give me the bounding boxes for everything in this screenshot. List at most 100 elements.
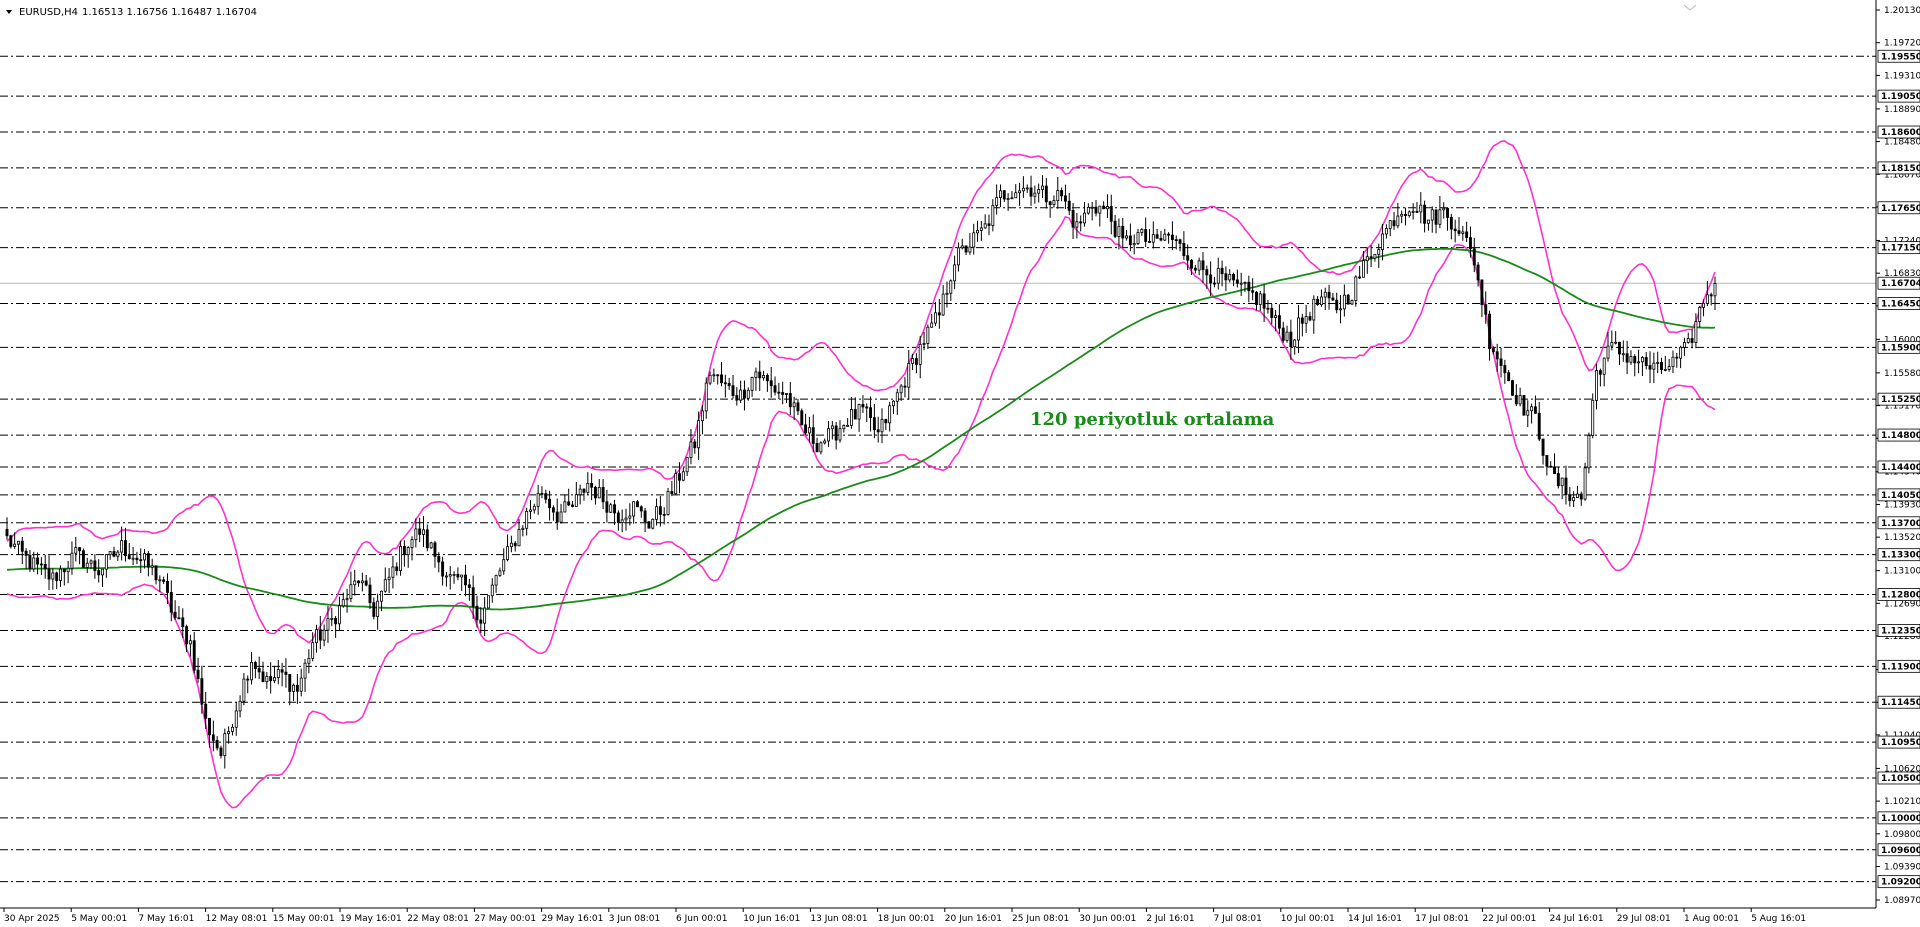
candle	[1362, 251, 1365, 278]
candle	[750, 376, 754, 397]
candle	[349, 571, 353, 603]
candle	[888, 401, 892, 432]
candle	[960, 238, 964, 250]
candle	[135, 551, 139, 565]
candle	[769, 367, 773, 398]
candle	[681, 467, 685, 482]
candle	[59, 565, 62, 587]
dropdown-triangle-icon[interactable]	[6, 10, 12, 14]
candle	[609, 502, 613, 513]
candle	[1331, 292, 1335, 301]
candle	[1629, 350, 1633, 365]
candle	[1400, 210, 1404, 224]
candle	[1109, 194, 1113, 235]
candle	[815, 437, 819, 453]
candle	[341, 592, 345, 608]
candle	[51, 568, 55, 590]
candle	[1522, 395, 1526, 416]
candle	[1572, 491, 1576, 507]
candle	[1533, 395, 1537, 414]
level-price-label-box	[1877, 241, 1920, 255]
candle	[517, 519, 521, 547]
candle	[124, 527, 127, 562]
candle	[185, 624, 189, 653]
candle	[578, 484, 582, 505]
candle	[830, 421, 834, 440]
candle	[1640, 356, 1644, 376]
candle	[1621, 340, 1625, 362]
candle	[1232, 272, 1236, 287]
candle	[1694, 313, 1698, 349]
price-tick-label: 1.12280	[1884, 632, 1920, 642]
level-price-label: 1.17650	[1881, 204, 1920, 214]
price-tick-label: 1.08970	[1884, 896, 1920, 906]
time-tick-label: 30 Jun 00:01	[1079, 914, 1136, 924]
candle	[9, 534, 13, 549]
candle	[5, 517, 9, 540]
candle	[433, 540, 437, 568]
candle	[17, 540, 20, 555]
level-price-label: 1.10000	[1881, 814, 1920, 824]
candle	[983, 214, 987, 229]
candle	[1075, 212, 1079, 239]
candle	[1228, 269, 1232, 283]
candle	[506, 534, 510, 562]
candle	[563, 494, 567, 513]
candle	[872, 403, 876, 439]
candle	[1346, 293, 1350, 305]
candle	[70, 541, 74, 575]
candle	[937, 298, 941, 329]
candle	[1404, 207, 1407, 226]
candle	[1679, 345, 1683, 369]
candle	[655, 498, 659, 526]
ma-annotation: 120 periyotluk ortalama	[1030, 409, 1275, 430]
candle	[1239, 272, 1243, 296]
candle	[288, 674, 292, 706]
candle	[903, 377, 907, 398]
bollinger-lower-line	[6, 215, 1716, 809]
candle	[1281, 321, 1285, 343]
candle	[934, 301, 937, 327]
candle	[1682, 337, 1686, 356]
level-price-label: 1.10500	[1881, 774, 1920, 784]
candle	[1262, 284, 1266, 323]
candle	[930, 313, 934, 328]
candle	[1438, 195, 1442, 229]
candle	[1323, 287, 1327, 310]
candle	[1644, 352, 1648, 370]
candle	[807, 416, 811, 443]
level-price-label-box	[1877, 201, 1920, 215]
candle	[651, 518, 655, 530]
time-tick-label: 7 May 16:01	[138, 914, 194, 924]
candle	[1289, 319, 1293, 360]
candle	[586, 472, 590, 495]
candle	[1312, 295, 1316, 334]
candle	[662, 507, 666, 525]
price-tick-label: 1.16830	[1884, 269, 1920, 279]
candle	[429, 541, 433, 549]
candle	[1274, 309, 1278, 332]
candle	[414, 518, 418, 548]
candle	[1102, 201, 1106, 210]
candle	[1033, 185, 1037, 204]
candle	[1476, 261, 1480, 287]
candle	[574, 481, 578, 507]
candle	[1079, 215, 1083, 232]
candle	[284, 658, 288, 688]
candle	[536, 484, 540, 515]
candle	[89, 559, 93, 569]
candle	[1163, 228, 1167, 242]
candle	[448, 566, 452, 590]
time-tick-label: 19 May 16:01	[340, 914, 402, 924]
candle	[1014, 184, 1018, 199]
candle	[441, 556, 445, 586]
level-price-label: 1.12350	[1881, 626, 1920, 636]
candle	[1472, 237, 1476, 273]
candle	[372, 597, 376, 620]
candle	[1304, 304, 1308, 333]
candle	[716, 374, 720, 385]
candle	[460, 574, 464, 591]
candle	[1384, 224, 1388, 239]
